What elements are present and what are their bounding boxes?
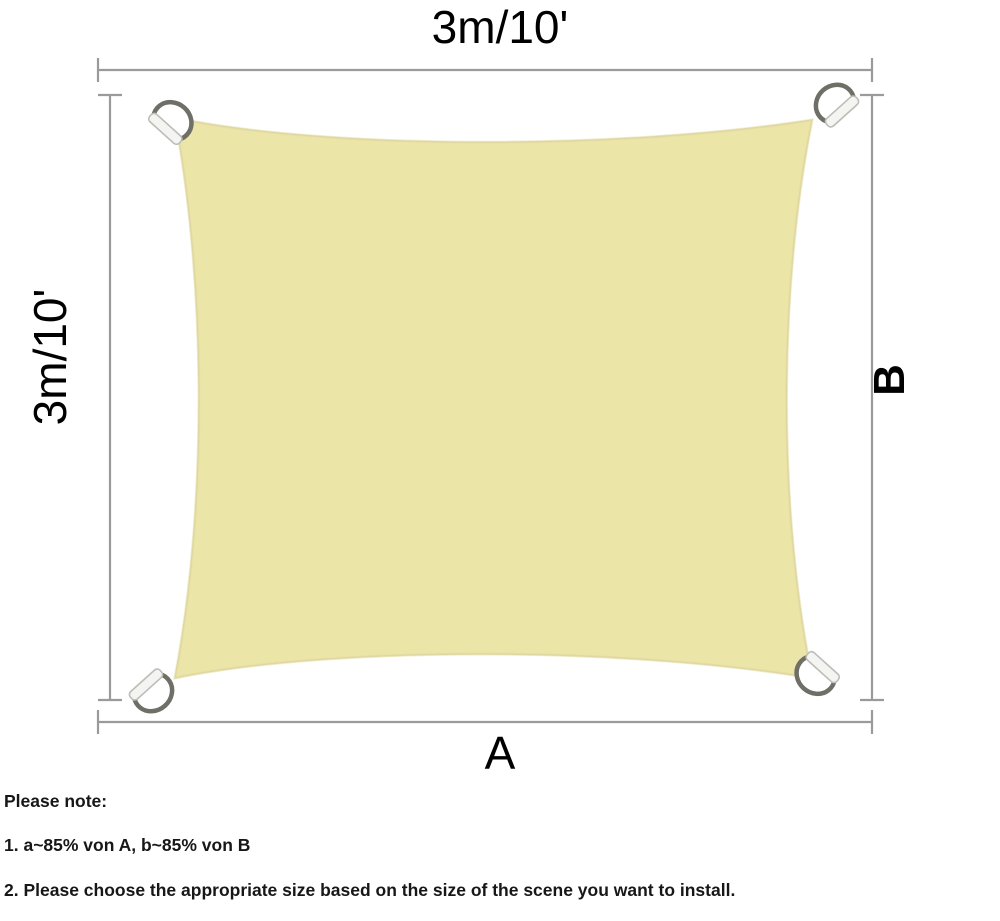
grommet-bottom-left xyxy=(128,668,175,714)
note-item-2: 2. Please choose the appropriate size ba… xyxy=(4,879,736,900)
grommet-top-right xyxy=(813,82,860,128)
dimension-label-top: 3m/10' xyxy=(431,1,569,53)
grommet-top-left xyxy=(147,99,194,146)
dimension-lines xyxy=(96,58,884,734)
dimension-label-left: 3m/10' xyxy=(24,288,76,426)
dimension-line-left xyxy=(98,93,122,702)
shade-sail-diagram: 3m/10' 3m/10' B A xyxy=(24,1,914,779)
dimension-line-right xyxy=(860,93,884,702)
dimension-line-bottom xyxy=(96,710,874,734)
grommet-bottom-right xyxy=(794,650,841,697)
notes-heading: Please note: xyxy=(4,791,108,811)
shade-sail-body xyxy=(174,117,813,679)
notes-section: Please note: 1. a~85% von A, b~85% von B… xyxy=(0,791,1000,900)
diagram-canvas xyxy=(96,58,884,734)
note-item-1: 1. a~85% von A, b~85% von B xyxy=(4,835,251,856)
dimension-label-bottom: A xyxy=(484,727,516,779)
dimension-label-right: B xyxy=(865,364,914,396)
dimension-line-top xyxy=(96,58,874,82)
